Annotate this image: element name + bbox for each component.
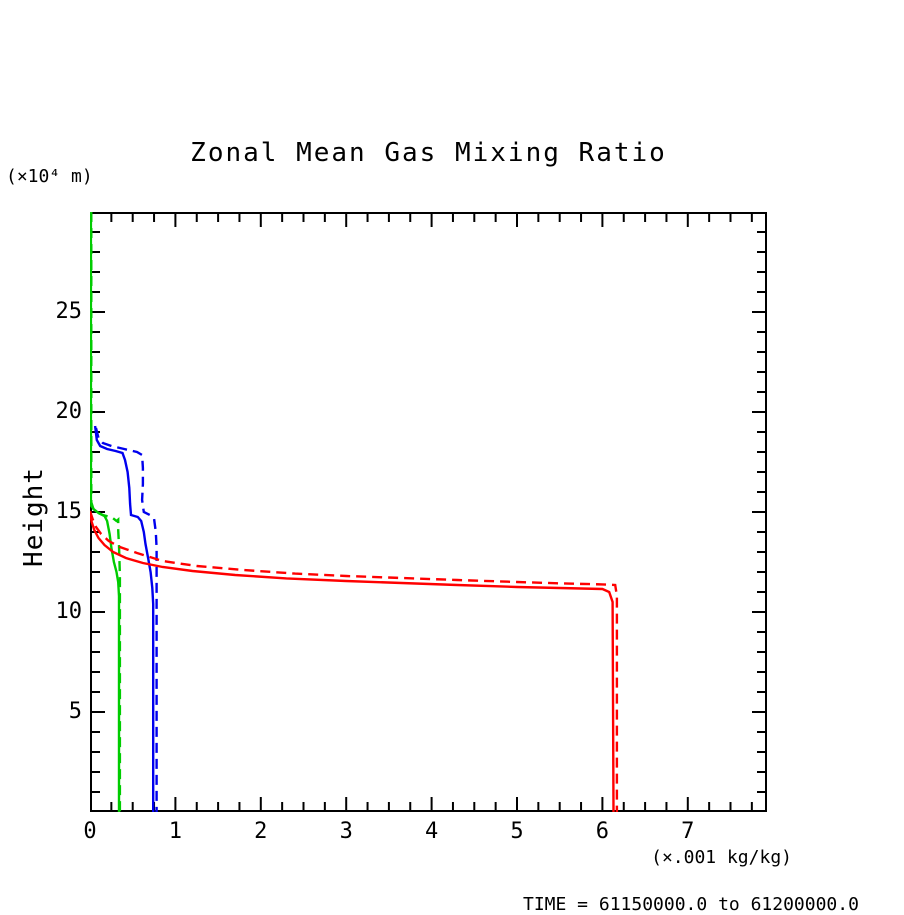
chart-title: Zonal Mean Gas Mixing Ratio bbox=[190, 138, 667, 168]
y-tick-label: 5 bbox=[68, 699, 82, 724]
x-tick-label: 1 bbox=[168, 819, 183, 844]
curve-red-dashed bbox=[90, 510, 619, 812]
x-tick-label: 2 bbox=[254, 819, 268, 844]
curve-red-solid bbox=[90, 511, 615, 812]
y-tick-label: 15 bbox=[55, 499, 83, 524]
plot-area bbox=[90, 212, 767, 812]
x-tick-label: 3 bbox=[339, 819, 353, 844]
x-tick-label: 4 bbox=[424, 819, 439, 844]
y-tick-label: 20 bbox=[55, 399, 83, 424]
x-tick-label: 0 bbox=[83, 819, 97, 844]
curve-blue-dashed bbox=[94, 427, 158, 812]
x-axis-unit-label: (×.001 kg/kg) bbox=[651, 847, 792, 868]
plot-frame bbox=[90, 212, 767, 812]
x-tick-label: 7 bbox=[681, 819, 695, 844]
x-tick-label: 6 bbox=[595, 819, 610, 844]
y-axis-unit-label: (×10⁴ m) bbox=[6, 166, 93, 187]
y-tick-label: 25 bbox=[55, 299, 83, 324]
curve-blue-solid bbox=[93, 425, 155, 812]
y-tick-label: 10 bbox=[55, 599, 83, 624]
time-range-label: TIME = 61150000.0 to 61200000.0 bbox=[523, 894, 859, 915]
x-tick-label: 5 bbox=[510, 819, 524, 844]
curve-green-dashed bbox=[90, 212, 122, 812]
